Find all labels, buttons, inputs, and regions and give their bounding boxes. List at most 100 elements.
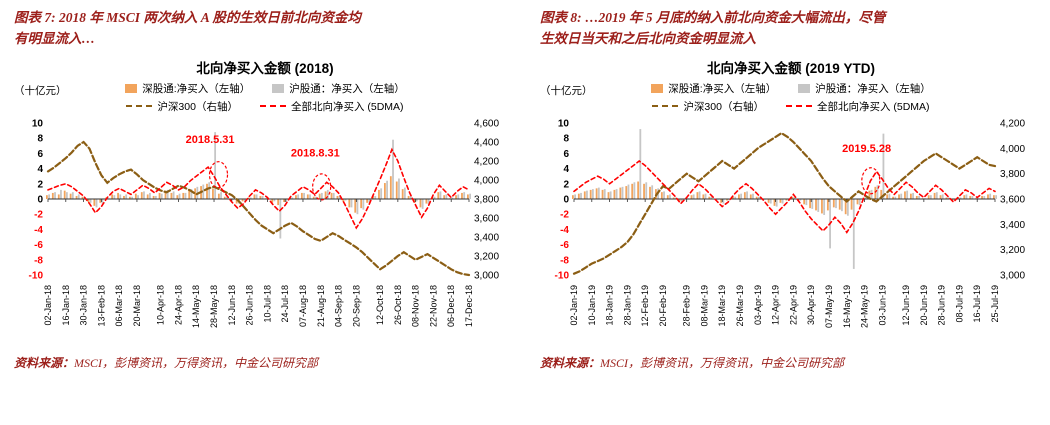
legend-label: 沪深300（右轴） [683,100,764,113]
svg-text:24-Apr-18: 24-Apr-18 [173,285,183,325]
orange-bar-swatch-icon [651,83,664,93]
svg-text:07-Aug-18: 07-Aug-18 [298,285,308,327]
svg-text:-8: -8 [34,255,43,266]
svg-text:10: 10 [32,118,44,129]
source-line-2019: 资料来源：MSCI，彭博资讯，万得资讯，中金公司研究部 [540,354,1042,371]
svg-text:4,600: 4,600 [474,118,499,129]
legend-label: 沪深300（右轴） [157,100,238,113]
svg-text:3,800: 3,800 [474,194,499,205]
legend-item-shenzhen: 深股通:净买入（左轴） [125,81,250,96]
chart-2018-plot: 10 8 6 4 2 0 -2 -4 -6 -8 -10 4,600 4,400 4,200 4,000 3,… [29,118,500,328]
svg-text:07-May-19: 07-May-19 [824,285,834,328]
gray-bar-swatch-icon [272,83,285,93]
chart-title-2018: 北向净买入金额 (2018) [196,60,334,76]
svg-text:12-Feb-19: 12-Feb-19 [640,285,650,327]
svg-text:20-Sep-18: 20-Sep-18 [351,285,361,327]
svg-text:18-Jan-19: 18-Jan-19 [605,285,615,326]
svg-text:12-Jun-19: 12-Jun-19 [901,285,911,326]
svg-text:10-Jan-19: 10-Jan-19 [587,285,597,326]
svg-text:3,000: 3,000 [474,270,499,281]
svg-text:03-Apr-19: 03-Apr-19 [753,285,763,325]
svg-text:26-Jun-18: 26-Jun-18 [245,285,255,326]
svg-text:20-Mar-18: 20-Mar-18 [132,285,142,327]
legend-item-shenzhen: 深股通:净买入（左轴） [651,81,776,96]
svg-text:04-Sep-18: 04-Sep-18 [334,285,344,327]
svg-text:30-Apr-19: 30-Apr-19 [806,285,816,325]
figure-caption-2019: 图表 8: …2019 年 5 月底的纳入前北向资金大幅流出，尽管 生效日当天和… [540,8,1042,50]
svg-text:4,200: 4,200 [474,156,499,167]
svg-text:24-May-19: 24-May-19 [860,285,870,328]
svg-text:08-Nov-18: 08-Nov-18 [411,285,421,327]
caption-line-2: 有明显流入… [14,30,95,46]
legend-label: 深股通:净买入（左轴） [668,82,777,95]
svg-text:3,200: 3,200 [1000,245,1025,256]
svg-text:4: 4 [37,164,43,175]
red-dashed-line-icon [785,105,812,108]
svg-text:0: 0 [37,194,43,205]
svg-text:18-Mar-19: 18-Mar-19 [717,285,727,327]
svg-text:25-Jul-19: 25-Jul-19 [990,285,1000,323]
svg-text:14-May-18: 14-May-18 [191,285,201,328]
axis-unit-label: （十亿元） [540,84,593,97]
caption-line-1: 图表 7: 2018 年 MSCI 两次纳入 A 股的生效日前北向资金均 [14,10,361,25]
svg-text:06-Dec-18: 06-Dec-18 [446,285,456,327]
svg-text:2018.5.31: 2018.5.31 [186,134,235,146]
svg-text:22-Apr-19: 22-Apr-19 [788,285,798,325]
legend-row-2: 沪深300（右轴） 全部北向净买入 (5DMA) [540,99,1042,114]
svg-text:28-Jan-19: 28-Jan-19 [622,285,632,326]
figure-caption-2018: 图表 7: 2018 年 MSCI 两次纳入 A 股的生效日前北向资金均 有明显… [14,8,516,50]
svg-text:16-May-19: 16-May-19 [842,285,852,328]
svg-text:6: 6 [563,149,569,160]
svg-text:26-Mar-19: 26-Mar-19 [735,285,745,327]
svg-text:8: 8 [37,134,43,145]
svg-text:2018.8.31: 2018.8.31 [291,147,340,159]
svg-text:4,000: 4,000 [474,175,499,186]
legend-item-shanghai: 沪股通：净买入（左轴） [272,81,405,96]
svg-text:17-Dec-18: 17-Dec-18 [464,285,474,327]
svg-text:12-Oct-18: 12-Oct-18 [375,285,385,325]
svg-text:-6: -6 [34,240,43,251]
svg-text:6: 6 [37,149,43,160]
svg-text:16-Jul-19: 16-Jul-19 [972,285,982,323]
svg-text:3,600: 3,600 [474,213,499,224]
legend-item-csi300: 沪深300（右轴） [126,99,238,114]
svg-text:03-Jun-19: 03-Jun-19 [877,285,887,326]
svg-text:-2: -2 [34,210,43,221]
svg-text:12-Jun-18: 12-Jun-18 [227,285,237,326]
svg-text:-4: -4 [560,225,569,236]
legend-item-shanghai: 沪股通：净买入（左轴） [798,81,931,96]
svg-text:12-Apr-19: 12-Apr-19 [771,285,781,325]
legend-area-2019: （十亿元） 深股通:净买入（左轴） 沪股通：净买入（左轴） 沪深300（右轴） [540,81,1042,114]
svg-text:2019.5.28: 2019.5.28 [842,143,891,155]
red-dashed-line-icon [259,105,286,108]
legend-label: 沪股通：净买入（左轴） [815,82,931,95]
svg-text:4: 4 [563,164,569,175]
brown-dashed-line-icon [126,105,153,108]
svg-text:3,200: 3,200 [474,251,499,262]
figure-page: 图表 7: 2018 年 MSCI 两次纳入 A 股的生效日前北向资金均 有明显… [14,8,1042,371]
gray-bar-swatch-icon [798,83,811,93]
legend-item-total-5dma: 全部北向净买入 (5DMA) [259,99,404,114]
svg-text:3,800: 3,800 [1000,169,1025,180]
svg-text:28-Jun-19: 28-Jun-19 [937,285,947,326]
svg-text:8: 8 [563,134,569,145]
source-text: MSCI，彭博资讯，万得资讯，中金公司研究部 [600,355,845,370]
chart-2019-plot: 10 8 6 4 2 0 -2 -4 -6 -8 -10 4,200 4,000 3,800 3,600 3,… [555,118,1026,328]
svg-text:06-Mar-18: 06-Mar-18 [114,285,124,327]
svg-text:24-Jul-18: 24-Jul-18 [280,285,290,323]
legend-label: 全部北向净买入 (5DMA) [290,100,404,113]
source-line-2018: 资料来源：MSCI，彭博资讯，万得资讯，中金公司研究部 [14,354,516,371]
svg-text:22-Nov-18: 22-Nov-18 [428,285,438,327]
svg-text:20-Jun-19: 20-Jun-19 [919,285,929,326]
svg-text:2: 2 [563,179,569,190]
svg-text:2: 2 [37,179,43,190]
axis-unit-label: （十亿元） [14,84,67,97]
svg-text:-2: -2 [560,210,569,221]
legend-row-1: 深股通:净买入（左轴） 沪股通：净买入（左轴） [14,81,516,96]
panel-2018: 图表 7: 2018 年 MSCI 两次纳入 A 股的生效日前北向资金均 有明显… [14,8,516,371]
caption-line-1: 图表 8: …2019 年 5 月底的纳入前北向资金大幅流出，尽管 [540,10,886,25]
svg-text:28-Feb-19: 28-Feb-19 [682,285,692,327]
source-prefix: 资料来源： [540,355,601,370]
svg-text:3,400: 3,400 [1000,220,1025,231]
svg-text:-4: -4 [34,225,43,236]
